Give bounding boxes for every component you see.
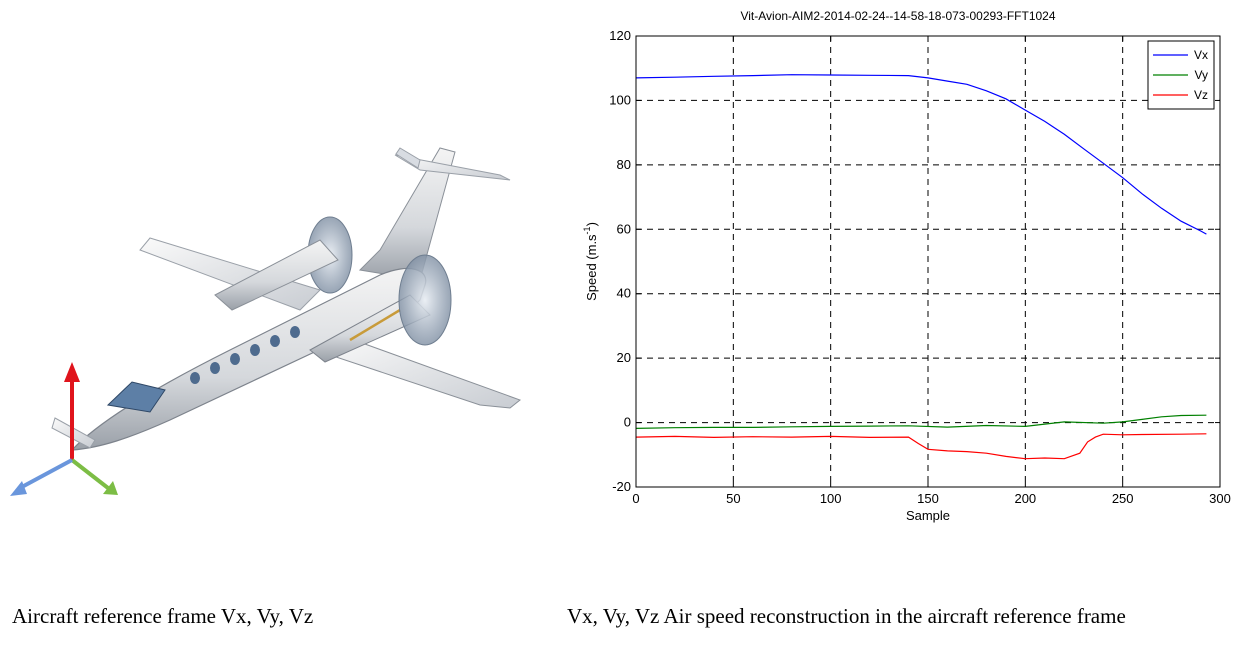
x-tick-label: 0 <box>632 491 639 506</box>
y-tick-label: 0 <box>624 415 631 430</box>
reference-frame-axes <box>10 362 118 496</box>
x-axis-arrow <box>19 458 73 490</box>
x-axis-label: Sample <box>906 508 950 523</box>
y-tick-label: 100 <box>609 92 631 107</box>
y-tick-label: 120 <box>609 28 631 43</box>
legend-label-vy: Vy <box>1194 68 1208 82</box>
x-tick-label: 200 <box>1014 491 1036 506</box>
series-line-vz <box>635 433 1207 460</box>
y-tick-label: 20 <box>617 350 631 365</box>
y-axis-label: Speed (m.s-1) <box>582 222 599 301</box>
x-axis-arrowhead <box>10 481 27 496</box>
y-tick-label: -20 <box>612 479 631 494</box>
y-axis-label-close: ) <box>584 222 599 226</box>
x-tick-label: 250 <box>1112 491 1134 506</box>
propeller-right <box>398 254 452 346</box>
y-axis-label-sup: -1 <box>582 226 592 234</box>
series-line-vx <box>635 74 1207 235</box>
aircraft-figure <box>10 147 522 496</box>
y-tick-label: 80 <box>617 157 631 172</box>
y-tick-label: 40 <box>617 286 631 301</box>
x-tick-label: 50 <box>726 491 740 506</box>
y-axis-arrowhead <box>103 481 118 495</box>
x-tick-label: 300 <box>1209 491 1231 506</box>
y-axis-label-main: Speed (m.s <box>584 234 599 301</box>
cabin-windows <box>190 326 300 384</box>
series-line-vy <box>635 414 1207 429</box>
legend-label-vz: Vz <box>1194 88 1208 102</box>
horizontal-stabilizer <box>394 154 511 181</box>
speed-chart: Vit-Avion-AIM2-2014-02-24--14-58-18-073-… <box>582 9 1231 523</box>
caption-right: Vx, Vy, Vz Air speed reconstruction in t… <box>567 604 1126 628</box>
legend: Vx Vy Vz <box>1147 40 1215 110</box>
grid <box>636 36 1220 487</box>
cockpit-window <box>106 381 166 413</box>
chart-title: Vit-Avion-AIM2-2014-02-24--14-58-18-073-… <box>740 9 1055 23</box>
caption-left: Aircraft reference frame Vx, Vy, Vz <box>12 604 314 628</box>
x-tick-label: 150 <box>917 491 939 506</box>
y-axis-arrow <box>70 458 110 490</box>
series <box>635 74 1207 460</box>
legend-label-vx: Vx <box>1194 48 1208 62</box>
z-axis-arrowhead <box>64 362 80 382</box>
engine-left <box>214 239 339 311</box>
aircraft-illustration <box>51 147 522 451</box>
y-tick-label: 60 <box>617 221 631 236</box>
x-tick-label: 100 <box>820 491 842 506</box>
